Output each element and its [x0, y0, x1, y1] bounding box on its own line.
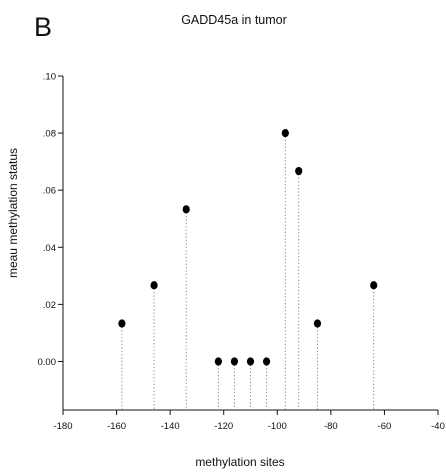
data-point [214, 357, 222, 366]
y-tick-label: 0.00 [38, 357, 57, 368]
data-point [118, 319, 126, 328]
y-tick-label: .02 [43, 300, 56, 311]
data-point [262, 357, 271, 366]
data-point [295, 166, 303, 176]
x-tick-label: -40 [431, 421, 445, 432]
x-tick-label: -100 [268, 421, 287, 432]
y-tick-label: .04 [43, 243, 56, 254]
x-tick-label: -160 [107, 421, 126, 432]
x-tick-label: -180 [53, 421, 72, 432]
x-axis-label: methylation sites [195, 455, 284, 469]
data-point [313, 319, 322, 328]
data-point [182, 205, 190, 214]
x-tick-label: -80 [324, 421, 338, 432]
data-point [246, 357, 255, 366]
axes: 0.00 .02 .04 .06 .08 .10 -180 -160 -140 -120 -100 -… [38, 72, 445, 433]
y-tick-label: .06 [43, 186, 56, 197]
data-points [118, 128, 378, 366]
x-tick-label: -60 [378, 421, 392, 432]
x-tick-label: -140 [161, 421, 180, 432]
data-point [230, 357, 239, 366]
panel-letter: B [34, 12, 53, 42]
x-tick-label: -120 [214, 421, 233, 432]
chart-title: GADD45a in tumor [181, 13, 287, 27]
y-axis-label: meau methylation status [6, 148, 20, 278]
data-point [150, 281, 158, 290]
drop-lines [121, 133, 375, 410]
y-tick-label: .10 [43, 72, 56, 83]
data-point [370, 281, 378, 290]
y-tick-label: .08 [43, 129, 56, 140]
data-point [281, 128, 289, 138]
